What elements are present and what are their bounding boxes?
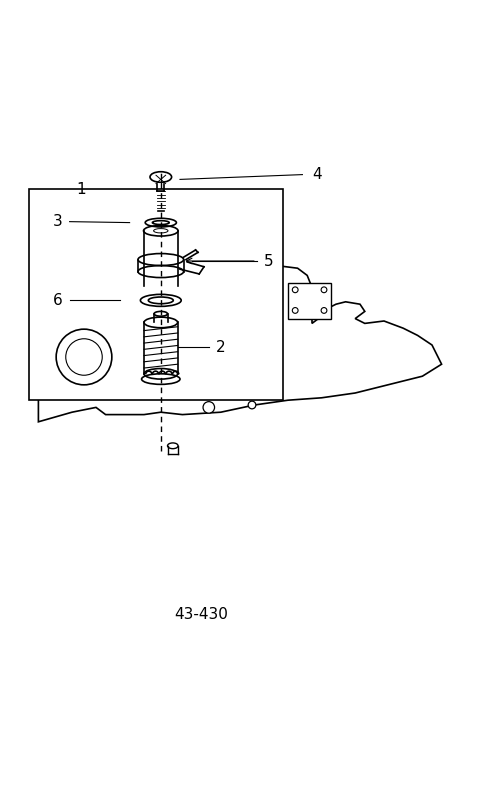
Text: 4: 4 <box>312 167 322 182</box>
Bar <box>288 283 331 318</box>
Text: 43-430: 43-430 <box>175 608 228 623</box>
Circle shape <box>56 329 112 385</box>
Text: 2: 2 <box>216 340 226 355</box>
Text: 6: 6 <box>53 293 62 308</box>
Bar <box>29 189 283 400</box>
Circle shape <box>292 307 298 314</box>
Circle shape <box>292 287 298 292</box>
Circle shape <box>248 401 256 409</box>
Circle shape <box>66 339 102 375</box>
Polygon shape <box>38 266 442 422</box>
Text: 3: 3 <box>53 214 62 230</box>
Text: 5: 5 <box>264 254 274 269</box>
Circle shape <box>203 402 215 413</box>
Circle shape <box>321 287 327 292</box>
Text: 1: 1 <box>77 182 86 196</box>
Circle shape <box>321 307 327 314</box>
